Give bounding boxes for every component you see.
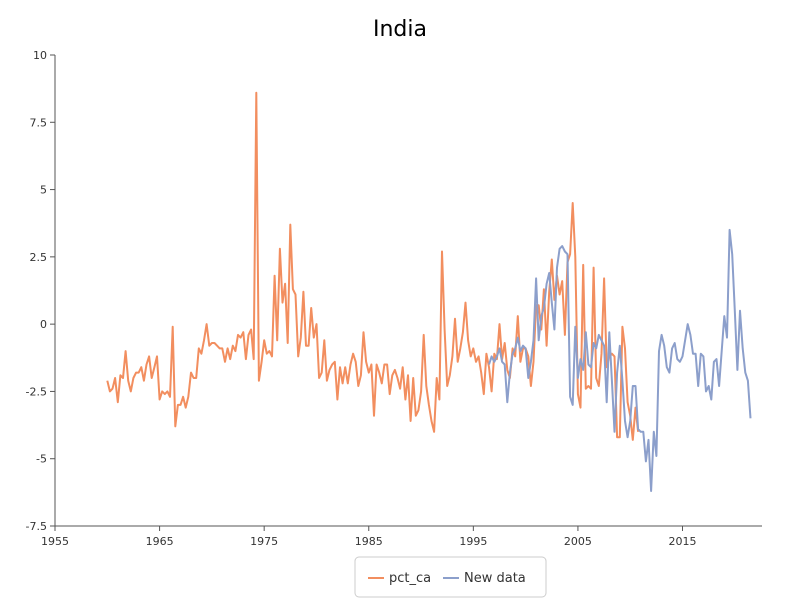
legend-label-pct-ca: pct_ca — [389, 571, 431, 586]
y-tick-label: 10 — [33, 49, 47, 62]
x-tick-label: 2015 — [669, 535, 697, 548]
x-tick-label: 1955 — [41, 535, 69, 548]
series-lines — [106, 91, 752, 492]
x-tick-label: 2005 — [564, 535, 592, 548]
legend: pct_ca New data — [354, 556, 547, 598]
x-tick-label: 1975 — [250, 535, 278, 548]
chart-title: India — [373, 17, 427, 42]
y-tick-label: 0 — [40, 318, 47, 331]
y-tick-label: -7.5 — [26, 520, 47, 533]
y-tick-label: 2.5 — [30, 251, 48, 264]
legend-label-new-data: New data — [464, 571, 526, 586]
series-line-new-data — [488, 228, 752, 492]
y-tick-label: 7.5 — [30, 116, 48, 129]
x-tick-label: 1965 — [146, 535, 174, 548]
y-tick-label: -5 — [36, 453, 47, 466]
y-tick-label: 5 — [40, 184, 47, 197]
x-tick-label: 1995 — [459, 535, 487, 548]
x-tick-label: 1985 — [355, 535, 383, 548]
y-tick-label: -2.5 — [26, 385, 47, 398]
axes: -7.5 -5 -2.5 0 2.5 5 7.5 10 1955 1965 1975 1985 1995… — [26, 49, 762, 548]
